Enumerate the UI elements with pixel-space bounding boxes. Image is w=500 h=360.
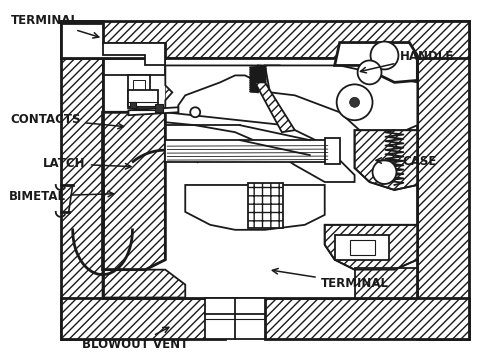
Polygon shape — [134, 80, 145, 100]
Polygon shape — [102, 112, 166, 270]
Text: TERMINAL: TERMINAL — [11, 14, 99, 38]
Circle shape — [370, 41, 398, 69]
Bar — [60, 298, 225, 339]
Polygon shape — [128, 107, 178, 115]
Bar — [324, 138, 340, 164]
Bar — [205, 298, 265, 339]
Bar — [60, 21, 102, 339]
Bar — [102, 58, 418, 298]
Polygon shape — [102, 42, 166, 66]
Polygon shape — [166, 66, 295, 100]
Bar — [265, 298, 469, 339]
Bar — [350, 240, 374, 255]
Bar — [334, 235, 390, 260]
Bar — [354, 268, 418, 298]
Circle shape — [358, 60, 382, 84]
Polygon shape — [166, 112, 354, 182]
Polygon shape — [128, 75, 150, 105]
Polygon shape — [102, 270, 186, 298]
Circle shape — [190, 107, 200, 117]
Polygon shape — [354, 130, 418, 190]
Text: HANDLE: HANDLE — [360, 50, 454, 73]
Text: CONTACTS: CONTACTS — [10, 113, 124, 129]
Polygon shape — [265, 66, 418, 135]
Text: TERMINAL: TERMINAL — [272, 269, 388, 290]
Polygon shape — [102, 58, 166, 75]
Bar — [166, 140, 330, 162]
Bar — [248, 183, 283, 228]
Text: LATCH: LATCH — [44, 157, 131, 170]
Circle shape — [372, 160, 396, 184]
Polygon shape — [60, 23, 166, 58]
Bar — [60, 21, 469, 58]
Text: CASE: CASE — [376, 155, 436, 168]
Text: BLOWOUT VENT: BLOWOUT VENT — [82, 327, 188, 351]
Polygon shape — [255, 82, 295, 132]
Circle shape — [350, 97, 360, 107]
Polygon shape — [166, 66, 295, 112]
Bar — [130, 102, 136, 108]
Polygon shape — [334, 42, 417, 82]
Circle shape — [336, 84, 372, 120]
Polygon shape — [324, 225, 418, 270]
Bar — [128, 90, 158, 108]
Bar — [156, 104, 164, 112]
Polygon shape — [186, 185, 324, 230]
Bar — [418, 21, 469, 339]
Text: BIMETAL: BIMETAL — [8, 190, 114, 203]
